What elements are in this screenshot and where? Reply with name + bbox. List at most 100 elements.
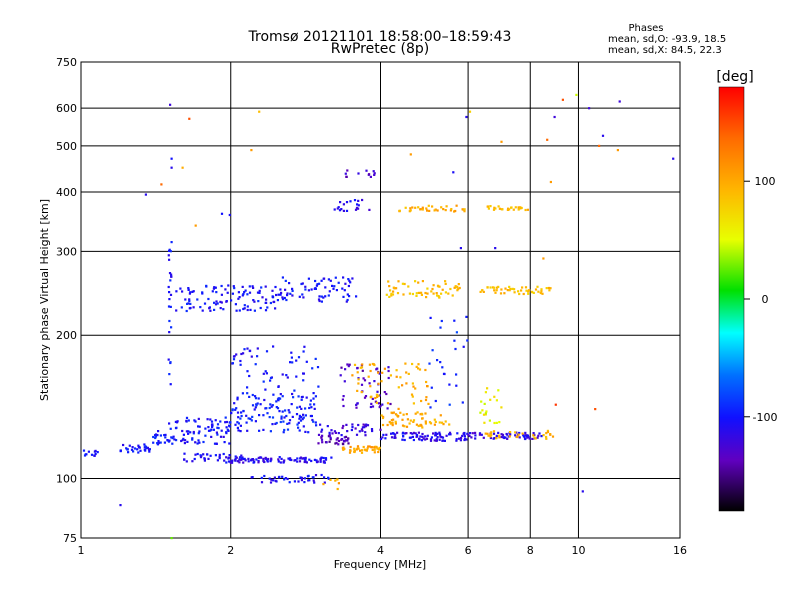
data-point	[519, 207, 522, 210]
data-point	[405, 413, 408, 416]
data-point	[539, 291, 542, 295]
data-point	[128, 444, 131, 447]
data-point	[254, 420, 257, 423]
data-point	[310, 288, 313, 291]
data-point	[163, 434, 166, 437]
data-point	[442, 208, 445, 211]
data-point	[312, 397, 315, 400]
data-point	[346, 293, 349, 296]
data-point	[492, 430, 496, 433]
data-point	[236, 421, 239, 424]
data-point	[292, 396, 295, 399]
data-point	[302, 372, 305, 375]
data-point	[215, 291, 218, 294]
data-point	[307, 431, 310, 434]
data-point	[319, 423, 322, 426]
data-point	[364, 395, 368, 398]
data-point	[281, 410, 284, 413]
data-point	[376, 447, 379, 450]
data-point	[525, 289, 528, 292]
phase-info-title: Phases	[628, 23, 663, 34]
data-point	[189, 291, 192, 294]
data-point	[357, 423, 360, 427]
data-point	[588, 107, 591, 110]
data-point	[407, 285, 410, 288]
data-point	[480, 433, 483, 436]
data-point	[333, 208, 336, 211]
data-point	[455, 204, 458, 207]
data-point	[299, 456, 303, 459]
data-point	[401, 384, 404, 387]
data-point	[532, 291, 535, 294]
data-point	[310, 459, 313, 463]
data-point	[167, 285, 170, 289]
plot-area: 1 2 4 6 8 10 16 75 100 200 300 400 500 600 750	[56, 56, 687, 557]
data-point	[335, 438, 338, 441]
data-point	[237, 297, 240, 300]
data-point	[447, 292, 450, 295]
data-point	[532, 434, 535, 437]
data-point	[213, 301, 216, 304]
data-point	[493, 421, 496, 425]
data-point	[274, 285, 277, 289]
data-point	[484, 412, 487, 415]
data-point	[302, 413, 305, 416]
data-point	[618, 100, 621, 103]
data-point	[216, 423, 220, 426]
y-axis-ticks: 75 100 200 300 400 500 600 750	[56, 56, 77, 545]
data-point	[263, 474, 266, 478]
data-point	[157, 442, 160, 445]
data-point	[353, 363, 357, 366]
data-point	[302, 457, 305, 460]
data-point	[304, 407, 307, 410]
data-point	[445, 434, 448, 437]
data-point	[285, 298, 288, 302]
data-point	[549, 180, 552, 184]
data-point	[241, 457, 244, 460]
data-point	[234, 303, 237, 306]
data-point	[414, 280, 417, 283]
data-point	[380, 380, 383, 383]
data-point	[433, 418, 436, 421]
data-point	[274, 422, 277, 425]
data-point	[199, 454, 202, 457]
data-point	[424, 412, 427, 415]
data-point	[427, 204, 430, 207]
data-point	[355, 406, 358, 409]
data-point	[377, 382, 380, 385]
data-point	[531, 437, 534, 440]
data-point	[234, 455, 237, 458]
data-point	[438, 433, 442, 436]
data-point	[249, 308, 252, 311]
data-point	[300, 398, 303, 401]
data-point	[138, 446, 141, 449]
data-point	[294, 459, 297, 462]
data-point	[420, 293, 423, 296]
data-point	[262, 457, 265, 460]
data-point	[283, 416, 286, 419]
data-point	[342, 404, 345, 408]
data-point	[163, 441, 166, 444]
data-point	[426, 292, 429, 295]
data-point	[375, 446, 378, 449]
data-point	[269, 430, 272, 433]
data-point	[448, 433, 451, 436]
data-point	[286, 428, 290, 431]
data-point	[309, 403, 312, 406]
data-point	[285, 374, 288, 377]
data-point	[251, 285, 254, 288]
data-point	[214, 286, 217, 289]
data-point	[197, 432, 200, 435]
data-point	[236, 398, 239, 401]
data-point	[262, 460, 266, 463]
data-point	[281, 373, 284, 376]
data-point	[337, 206, 340, 209]
data-point	[216, 459, 219, 462]
data-point	[575, 93, 578, 96]
data-point	[313, 481, 316, 484]
data-point	[396, 431, 399, 434]
data-point	[513, 291, 516, 294]
data-point	[257, 456, 260, 459]
data-point	[594, 408, 597, 411]
data-point	[440, 436, 443, 439]
